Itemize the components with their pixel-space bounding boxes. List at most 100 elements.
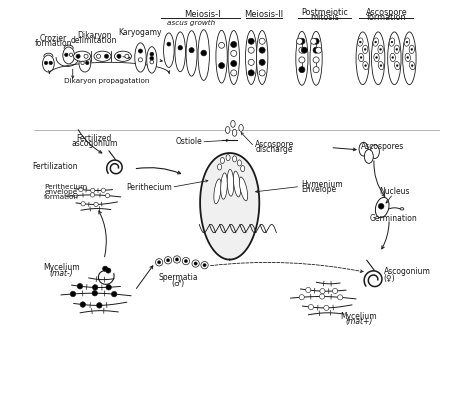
Text: Hymenium: Hymenium <box>301 179 343 188</box>
Circle shape <box>167 42 171 46</box>
Circle shape <box>104 54 109 58</box>
Ellipse shape <box>310 31 322 85</box>
Circle shape <box>201 262 208 269</box>
Text: Ascospore: Ascospore <box>365 8 407 17</box>
Circle shape <box>259 59 265 66</box>
Ellipse shape <box>164 33 174 68</box>
Circle shape <box>308 304 313 310</box>
Text: Ascospore: Ascospore <box>255 140 294 149</box>
Text: Fertilization: Fertilization <box>33 162 78 171</box>
Circle shape <box>101 188 105 193</box>
Circle shape <box>411 48 413 50</box>
Circle shape <box>380 65 382 66</box>
Circle shape <box>259 47 265 53</box>
Text: Meiosis-II: Meiosis-II <box>245 11 284 20</box>
Circle shape <box>219 63 225 68</box>
Circle shape <box>81 61 84 65</box>
Text: Nucleus: Nucleus <box>379 187 410 196</box>
Circle shape <box>91 188 95 193</box>
Ellipse shape <box>365 149 374 163</box>
Circle shape <box>138 58 143 62</box>
Ellipse shape <box>389 38 395 46</box>
Polygon shape <box>200 153 259 260</box>
Circle shape <box>81 201 85 206</box>
Ellipse shape <box>226 155 230 161</box>
Ellipse shape <box>374 53 379 62</box>
Ellipse shape <box>358 53 364 62</box>
Circle shape <box>299 47 305 53</box>
Text: (mat+): (mat+) <box>345 317 373 326</box>
Circle shape <box>150 52 154 56</box>
Circle shape <box>49 61 53 65</box>
Ellipse shape <box>404 38 410 46</box>
Ellipse shape <box>378 45 383 54</box>
Ellipse shape <box>410 61 415 70</box>
Text: (mat-): (mat-) <box>50 269 73 278</box>
Ellipse shape <box>363 45 368 54</box>
Ellipse shape <box>233 171 241 197</box>
Text: formation: formation <box>35 39 73 48</box>
Circle shape <box>182 258 190 265</box>
Circle shape <box>157 261 161 264</box>
Ellipse shape <box>150 56 154 60</box>
Ellipse shape <box>296 31 308 85</box>
Text: formation: formation <box>366 13 406 22</box>
Text: discharge: discharge <box>255 145 293 155</box>
Ellipse shape <box>135 43 146 72</box>
Circle shape <box>365 65 366 66</box>
Circle shape <box>299 38 305 44</box>
Ellipse shape <box>409 45 414 54</box>
Circle shape <box>392 57 394 59</box>
Text: ascus growth: ascus growth <box>167 20 216 26</box>
Text: Perithecium: Perithecium <box>45 184 88 190</box>
Circle shape <box>79 187 83 192</box>
Ellipse shape <box>363 61 368 70</box>
Circle shape <box>164 257 172 264</box>
Circle shape <box>319 294 325 299</box>
Ellipse shape <box>246 31 257 85</box>
Circle shape <box>296 38 302 44</box>
Text: Ascospores: Ascospores <box>361 142 404 151</box>
Text: Mycelium: Mycelium <box>340 312 377 321</box>
Circle shape <box>97 303 102 308</box>
Circle shape <box>69 53 73 57</box>
Text: Envelope: Envelope <box>301 185 336 194</box>
Ellipse shape <box>378 61 384 70</box>
Ellipse shape <box>231 120 235 127</box>
Circle shape <box>411 65 413 66</box>
Ellipse shape <box>388 32 401 85</box>
Ellipse shape <box>394 45 400 54</box>
Ellipse shape <box>394 61 400 70</box>
Ellipse shape <box>220 158 224 164</box>
Ellipse shape <box>94 51 111 61</box>
Circle shape <box>380 48 382 50</box>
Ellipse shape <box>147 47 157 73</box>
Circle shape <box>150 60 154 64</box>
Ellipse shape <box>359 142 368 156</box>
Circle shape <box>231 61 237 67</box>
Ellipse shape <box>239 177 248 201</box>
Ellipse shape <box>218 164 221 170</box>
Circle shape <box>259 38 265 44</box>
Text: Ostiole: Ostiole <box>176 137 202 147</box>
Ellipse shape <box>232 129 237 136</box>
Circle shape <box>396 48 398 50</box>
Circle shape <box>90 193 95 197</box>
Circle shape <box>364 48 366 50</box>
Text: Dikaryon: Dikaryon <box>77 31 111 39</box>
Circle shape <box>299 295 304 300</box>
Circle shape <box>301 47 307 53</box>
Ellipse shape <box>233 156 237 162</box>
Circle shape <box>85 61 89 65</box>
Text: ascogonium: ascogonium <box>71 139 118 149</box>
Circle shape <box>313 67 319 73</box>
Circle shape <box>306 287 311 293</box>
Circle shape <box>248 47 254 53</box>
Text: envelope: envelope <box>45 189 78 195</box>
Circle shape <box>378 204 384 209</box>
Circle shape <box>324 305 329 311</box>
Ellipse shape <box>390 53 395 62</box>
Circle shape <box>248 59 254 66</box>
Text: Fertilized: Fertilized <box>76 134 112 143</box>
Circle shape <box>103 266 108 271</box>
